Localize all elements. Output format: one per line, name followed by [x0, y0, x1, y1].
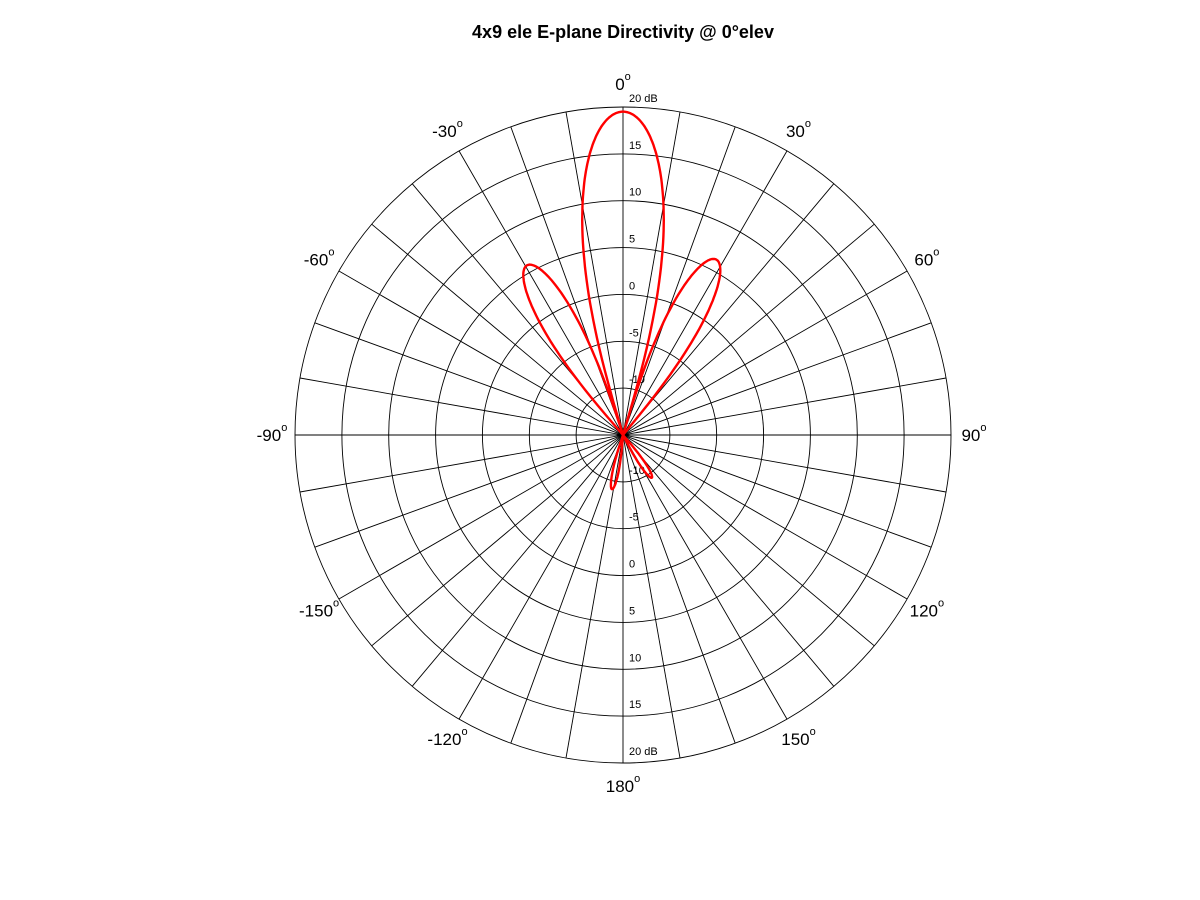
radial-tick-label: -5 — [629, 327, 639, 339]
angle-label: 150o — [781, 726, 816, 749]
radial-tick-label: 5 — [629, 234, 635, 246]
radial-tick-label: 5 — [629, 605, 635, 617]
angle-label: 60o — [914, 247, 939, 270]
radial-tick-label: 10 — [629, 187, 641, 199]
radial-tick-label: 0 — [629, 559, 635, 571]
angle-label: 30o — [786, 118, 811, 141]
angle-label: 90o — [961, 422, 986, 445]
radial-tick-label: 0 — [629, 280, 635, 292]
radial-tick-label: 15 — [629, 140, 641, 152]
radial-tick-label: 15 — [629, 699, 641, 711]
angle-label: -120o — [427, 726, 467, 749]
radial-tick-label: -10 — [629, 465, 645, 477]
angle-label: -30o — [432, 118, 463, 141]
angle-label: 0o — [615, 71, 631, 94]
angle-label: -90o — [257, 422, 288, 445]
chart-title: 4x9 ele E-plane Directivity @ 0°elev — [472, 22, 774, 42]
radial-tick-label: 10 — [629, 652, 641, 664]
angle-label: -150o — [299, 598, 339, 621]
radiation-pattern-curve — [522, 110, 722, 491]
angle-label: 180o — [606, 773, 641, 796]
angle-label: -60o — [304, 247, 335, 270]
angle-label: 120o — [910, 598, 945, 621]
radial-tick-label: -5 — [629, 512, 639, 524]
radial-tick-label: 20 dB — [629, 746, 658, 758]
radial-tick-label: 20 dB — [629, 93, 658, 105]
